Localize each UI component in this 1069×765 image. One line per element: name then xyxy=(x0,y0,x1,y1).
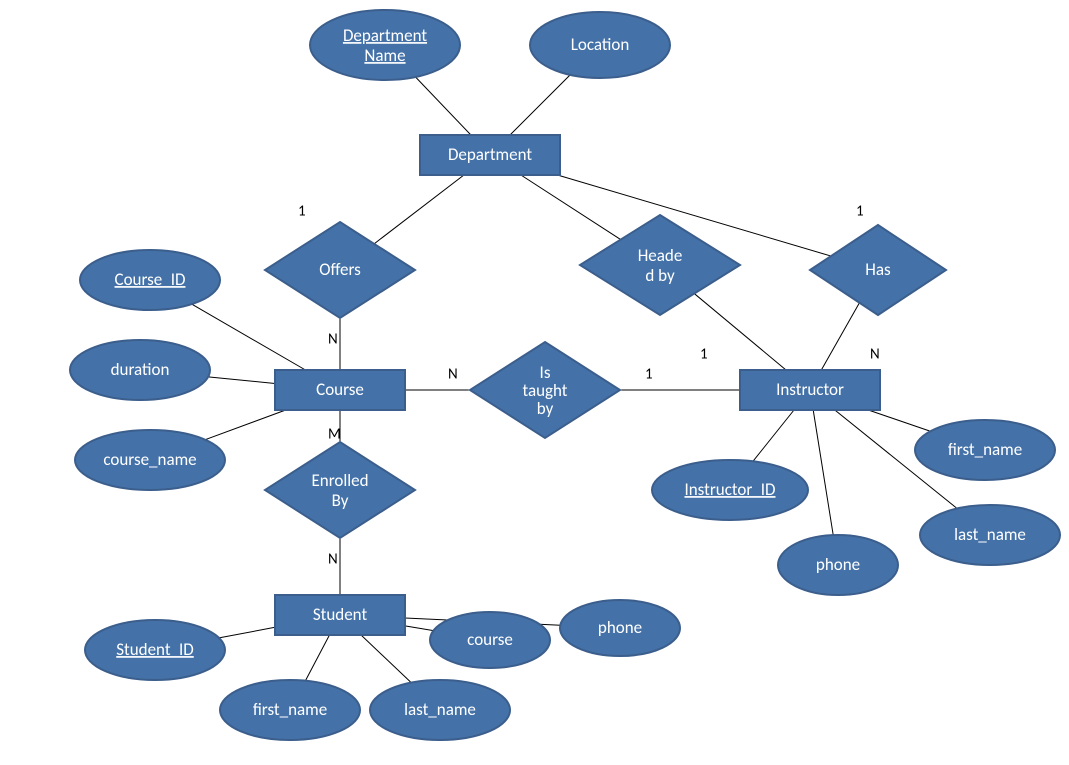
cardinality-label: 1 xyxy=(298,203,306,221)
edge-course_id-course xyxy=(192,304,306,370)
entity-label: Course xyxy=(316,379,364,400)
relationship-enrolledby: EnrolledBy xyxy=(265,442,415,538)
relationship-label: Heade xyxy=(638,245,683,266)
relationship-istaughtby: Istaughtby xyxy=(470,342,620,438)
attribute-label: duration xyxy=(111,359,170,380)
edge-instr_fname-instructor xyxy=(868,410,930,431)
attribute-label: Course_ID xyxy=(115,269,186,290)
edge-stu_fname-student xyxy=(305,635,329,681)
edge-instr_id-instructor xyxy=(753,410,794,461)
attribute-course_name: course_name xyxy=(75,430,225,490)
relationship-offers: Offers xyxy=(265,222,415,318)
attribute-label: course_name xyxy=(103,449,196,470)
er-diagram: Department Course Instructor Student Offers H… xyxy=(0,0,1069,765)
attribute-course_id: Course_ID xyxy=(80,250,220,310)
entity-label: Instructor xyxy=(776,379,844,400)
cardinality-label: M xyxy=(328,426,341,444)
attribute-instr_lname: last_name xyxy=(920,505,1060,565)
attribute-duration: duration xyxy=(70,340,210,400)
attribute-label: Instructor_ID xyxy=(684,479,775,500)
relationship-label: Has xyxy=(865,259,891,280)
attribute-instr_id: Instructor_ID xyxy=(652,460,808,520)
edge-has-instructor xyxy=(821,303,859,370)
relationship-label: By xyxy=(332,490,349,511)
entity-instructor: Instructor xyxy=(740,370,880,410)
edge-duration-course xyxy=(208,377,275,384)
edge-location-department xyxy=(510,75,570,135)
relationship-label: Offers xyxy=(319,259,361,280)
relationship-has: Has xyxy=(810,225,946,315)
attribute-label: last_name xyxy=(404,699,476,720)
attribute-student_id: Student_ID xyxy=(85,620,225,680)
attribute-label: first_name xyxy=(253,699,327,720)
edge-stu_lname-student xyxy=(361,635,411,683)
attribute-instr_fname: first_name xyxy=(915,420,1055,480)
attribute-stu_lname: last_name xyxy=(370,680,510,740)
attribute-stu_phone: phone xyxy=(560,600,680,656)
relationship-label: by xyxy=(537,398,554,419)
entity-label: Department xyxy=(448,144,532,165)
shapes-layer: Department Course Instructor Student Offers H… xyxy=(70,10,1060,740)
attribute-label: course xyxy=(467,629,513,650)
entity-course: Course xyxy=(275,370,405,410)
attribute-label: first_name xyxy=(948,439,1022,460)
attribute-label: Name xyxy=(364,45,405,66)
edge-stu_course-student xyxy=(405,626,433,631)
edge-course_name-course xyxy=(205,410,286,440)
attribute-stu_course: course xyxy=(430,612,550,668)
cardinality-label: 1 xyxy=(700,346,708,364)
attribute-label: last_name xyxy=(954,524,1026,545)
attribute-label: Student_ID xyxy=(116,639,194,660)
relationship-headedby: Headed by xyxy=(580,215,740,315)
attribute-stu_fname: first_name xyxy=(220,680,360,740)
attribute-label: Location xyxy=(571,34,630,55)
attribute-instr_phone: phone xyxy=(778,535,898,595)
cardinality-label: N xyxy=(448,366,458,384)
edge-department-headedby xyxy=(521,175,621,240)
edge-dept_name-department xyxy=(416,77,471,135)
attribute-label: Department xyxy=(343,25,427,46)
attribute-label: phone xyxy=(816,554,860,575)
cardinality-label: 1 xyxy=(645,366,653,384)
cardinality-label: 1 xyxy=(856,203,864,221)
attribute-location: Location xyxy=(530,12,670,78)
cardinality-label: N xyxy=(328,551,338,569)
edge-student_id-student xyxy=(219,627,275,638)
entity-label: Student xyxy=(313,604,368,625)
relationship-label: d by xyxy=(645,265,675,286)
edge-instr_phone-instructor xyxy=(813,410,833,535)
cardinality-label: N xyxy=(328,331,338,349)
attribute-label: phone xyxy=(598,617,642,638)
edge-headedby-instructor xyxy=(694,294,786,370)
entity-student: Student xyxy=(275,595,405,635)
attribute-dept_name: DepartmentName xyxy=(310,10,460,80)
edge-department-offers xyxy=(374,175,464,244)
entity-department: Department xyxy=(420,135,560,175)
relationship-label: Enrolled xyxy=(311,470,368,491)
cardinality-label: N xyxy=(870,346,880,364)
